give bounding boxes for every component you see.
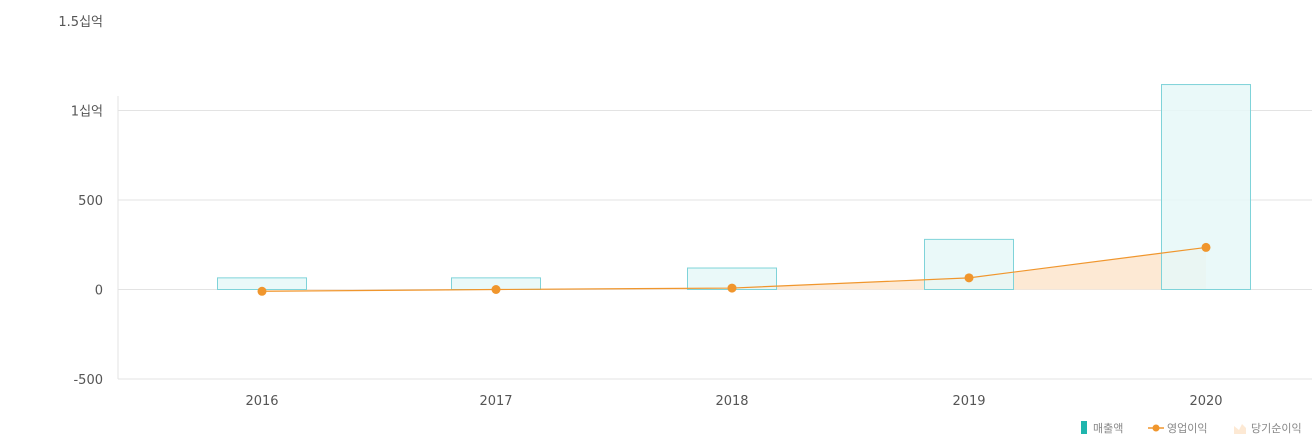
y-tick-label: 500 bbox=[78, 194, 103, 209]
legend: 매출액 영업이익 당기순이익 bbox=[1081, 421, 1302, 435]
x-axis: 2016 2017 2018 2019 2020 bbox=[117, 96, 1223, 409]
revenue-bars bbox=[217, 84, 1251, 291]
legend-operating-profit-dot-icon bbox=[1152, 424, 1160, 432]
legend-item-revenue[interactable]: 매출액 bbox=[1081, 421, 1123, 435]
legend-revenue-swatch bbox=[1081, 421, 1087, 434]
grid-lines bbox=[118, 110, 1312, 380]
y-tick-label: 1십억 bbox=[71, 105, 103, 120]
y-tick-label: 0 bbox=[95, 284, 103, 299]
x-tick-label: 2019 bbox=[952, 394, 985, 409]
legend-net-income-label: 당기순이익 bbox=[1251, 422, 1302, 435]
operating-profit-point-2017[interactable] bbox=[491, 285, 501, 294]
y-tick-label: -500 bbox=[73, 373, 103, 388]
legend-operating-profit-label: 영업이익 bbox=[1167, 422, 1207, 435]
operating-profit-line bbox=[257, 242, 1211, 296]
revenue-bar-2020[interactable] bbox=[1161, 84, 1251, 290]
x-tick-label: 2020 bbox=[1189, 394, 1222, 409]
x-tick-label: 2017 bbox=[479, 394, 512, 409]
legend-item-net-income[interactable]: 당기순이익 bbox=[1234, 422, 1302, 435]
operating-profit-point-2020[interactable] bbox=[1201, 242, 1211, 252]
y-tick-label: 1.5십억 bbox=[58, 15, 103, 30]
y-axis: 1.5십억 1십억 500 0 -500 bbox=[58, 15, 103, 388]
x-tick-label: 2018 bbox=[715, 394, 748, 409]
operating-profit-point-2019[interactable] bbox=[964, 273, 974, 283]
x-tick-label: 2016 bbox=[245, 394, 278, 409]
operating-profit-point-2016[interactable] bbox=[257, 286, 267, 296]
legend-item-operating-profit[interactable]: 영업이익 bbox=[1148, 422, 1207, 435]
operating-profit-point-2018[interactable] bbox=[727, 283, 737, 293]
legend-net-income-area-icon bbox=[1234, 424, 1246, 434]
legend-revenue-label: 매출액 bbox=[1093, 422, 1123, 435]
